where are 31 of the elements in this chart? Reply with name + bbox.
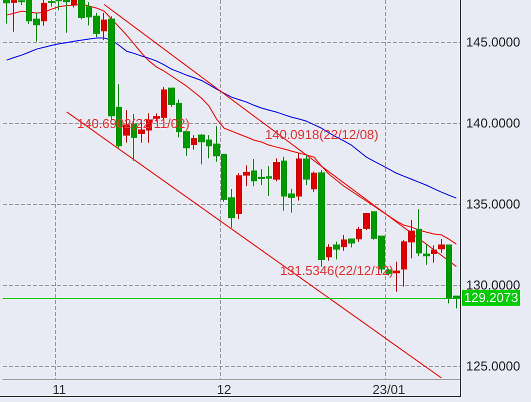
candlestick — [423, 244, 430, 266]
candlestick — [101, 12, 107, 41]
candlestick — [393, 261, 400, 292]
line-series — [6, 38, 457, 199]
y-tick-label: 145.0000 — [466, 34, 520, 50]
candlestick — [416, 208, 422, 257]
candlestick — [273, 158, 280, 182]
candlestick — [356, 226, 362, 242]
ref-line-label: 129.2073 — [464, 290, 518, 305]
candlestick — [363, 212, 370, 230]
candlestick — [11, 0, 17, 32]
x-tick-label: 12 — [216, 382, 232, 397]
x-tick-label: 23/01 — [372, 382, 406, 397]
candlestick — [318, 170, 325, 268]
candlestick — [341, 234, 347, 252]
candlestick — [311, 171, 317, 192]
candlestick — [431, 244, 437, 264]
y-tick-label: 125.0000 — [466, 358, 520, 374]
candlestick — [296, 152, 302, 202]
x-tick-label: 11 — [52, 382, 66, 397]
candlestick — [191, 134, 197, 150]
candlestick — [333, 241, 340, 260]
candlestick — [348, 238, 355, 248]
y-tick-label: 135.0000 — [466, 196, 520, 212]
candlestick — [438, 238, 445, 254]
candlestick — [326, 244, 332, 262]
candlestick — [3, 0, 10, 24]
candlestick — [303, 154, 310, 186]
candlestick — [71, 0, 77, 8]
candlestick — [41, 0, 47, 26]
y-tick-label: 140.0000 — [466, 116, 520, 131]
